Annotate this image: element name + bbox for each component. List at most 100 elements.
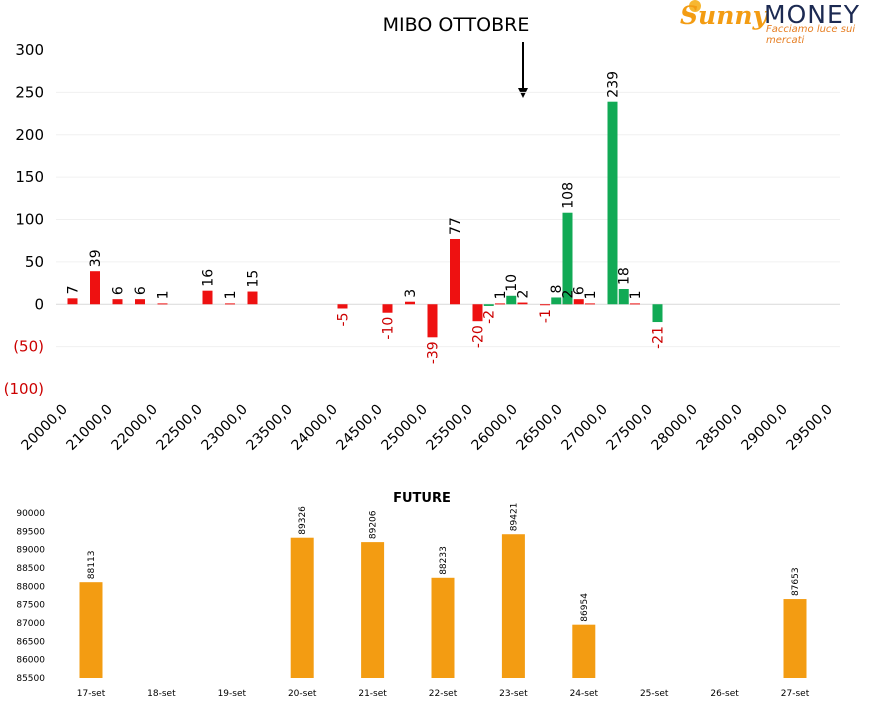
bar bbox=[382, 304, 393, 313]
data-label: 1 bbox=[628, 290, 644, 299]
x-tick-label: 23-set bbox=[499, 689, 528, 699]
y-tick-label: 87000 bbox=[16, 619, 45, 629]
data-label: 10 bbox=[504, 274, 520, 292]
data-label: 8 bbox=[549, 285, 565, 294]
logo-word-sunny: Sunny bbox=[680, 1, 768, 30]
bar bbox=[618, 288, 629, 305]
x-tick-label: 25000,0 bbox=[379, 402, 431, 454]
bar bbox=[472, 304, 483, 322]
x-tick-label: 22000,0 bbox=[109, 402, 161, 454]
x-tick-label: 27-set bbox=[781, 689, 810, 699]
data-label: 89421 bbox=[509, 503, 519, 532]
x-tick-label: 18-set bbox=[147, 689, 176, 699]
x-tick-label: 27000,0 bbox=[559, 402, 611, 454]
bar bbox=[573, 299, 584, 305]
data-label: 88113 bbox=[87, 551, 97, 580]
sunny-money-logo: Sunny MONEY Facciamo luce sui mercati bbox=[680, 0, 880, 46]
bar bbox=[495, 303, 505, 305]
chart-title: FUTURE bbox=[393, 491, 451, 506]
data-label: 2 bbox=[516, 290, 532, 299]
data-label: -1 bbox=[538, 309, 554, 323]
data-label: 16 bbox=[201, 269, 217, 287]
data-label: 2 bbox=[561, 290, 577, 299]
bar bbox=[585, 303, 595, 305]
data-label: 88233 bbox=[439, 546, 449, 575]
bar bbox=[501, 534, 525, 678]
y-tick-label: 86500 bbox=[16, 637, 45, 647]
x-tick-label: 26500,0 bbox=[514, 402, 566, 454]
x-tick-label: 25500,0 bbox=[424, 402, 476, 454]
x-tick-label: 21000,0 bbox=[64, 402, 116, 454]
bar bbox=[67, 298, 78, 305]
bar bbox=[290, 537, 314, 678]
x-tick-label: 24000,0 bbox=[289, 402, 341, 454]
data-label: 6 bbox=[572, 286, 588, 295]
data-label: -2 bbox=[482, 310, 498, 324]
x-tick-label: 29000,0 bbox=[739, 402, 791, 454]
x-tick-label: 19-set bbox=[218, 689, 247, 699]
bar bbox=[427, 304, 438, 338]
data-label: 86954 bbox=[580, 593, 590, 622]
bar bbox=[361, 542, 385, 678]
bar bbox=[79, 582, 103, 678]
data-label: -20 bbox=[471, 325, 487, 348]
x-tick-label: 26000,0 bbox=[469, 402, 521, 454]
bar bbox=[652, 304, 663, 323]
bar bbox=[405, 301, 415, 305]
data-label: 77 bbox=[448, 217, 464, 235]
x-tick-label: 28500,0 bbox=[694, 402, 746, 454]
sun-icon bbox=[689, 0, 701, 12]
data-label: 6 bbox=[111, 286, 127, 295]
x-tick-label: 22500,0 bbox=[154, 402, 206, 454]
data-label: 89326 bbox=[298, 506, 308, 535]
bar bbox=[540, 304, 550, 306]
data-label: 39 bbox=[88, 249, 104, 267]
bar bbox=[225, 303, 235, 305]
data-label: 1 bbox=[493, 290, 509, 299]
bar bbox=[247, 291, 258, 305]
data-label: -21 bbox=[651, 326, 667, 349]
y-tick-label: (50) bbox=[13, 338, 44, 356]
x-tick-label: 26-set bbox=[710, 689, 739, 699]
y-tick-label: 200 bbox=[15, 126, 44, 144]
bar bbox=[630, 303, 640, 305]
y-tick-label: 0 bbox=[34, 295, 44, 313]
x-tick-label: 27500,0 bbox=[604, 402, 656, 454]
data-label: 3 bbox=[403, 289, 419, 298]
data-label: 1 bbox=[223, 290, 239, 299]
x-tick-label: 23000,0 bbox=[199, 402, 251, 454]
bar bbox=[112, 299, 123, 305]
x-tick-label: 25-set bbox=[640, 689, 669, 699]
data-label: 239 bbox=[606, 71, 622, 98]
bar bbox=[135, 299, 145, 305]
bar bbox=[202, 290, 213, 305]
x-tick-label: 28000,0 bbox=[649, 402, 701, 454]
y-tick-label: 300 bbox=[15, 41, 44, 59]
bar bbox=[551, 297, 562, 305]
x-tick-label: 23500,0 bbox=[244, 402, 296, 454]
bar bbox=[517, 302, 528, 305]
future-chart: FUTURE 90000 89500 89000 88500 88000 87500 870… bbox=[16, 491, 810, 699]
y-tick-label: 90000 bbox=[16, 509, 45, 519]
x-tick-label: 29500,0 bbox=[784, 402, 836, 454]
y-tick-label: 100 bbox=[15, 211, 44, 229]
data-label: 7 bbox=[66, 285, 82, 294]
data-label: 87653 bbox=[791, 567, 801, 596]
data-label: -39 bbox=[426, 341, 442, 364]
y-tick-label: 85500 bbox=[16, 674, 45, 684]
bar bbox=[450, 238, 460, 305]
x-tick-label: 24500,0 bbox=[334, 402, 386, 454]
logo-tagline: Facciamo luce sui mercati bbox=[766, 24, 856, 46]
bar bbox=[607, 101, 618, 305]
y-tick-label: 50 bbox=[25, 253, 44, 271]
data-label: 1 bbox=[156, 290, 172, 299]
x-tick-label: 20000,0 bbox=[19, 402, 71, 454]
bar bbox=[157, 303, 168, 305]
data-label: -5 bbox=[336, 312, 352, 326]
data-label: 6 bbox=[133, 286, 149, 295]
data-label: 1 bbox=[583, 290, 599, 299]
bar bbox=[783, 599, 807, 678]
bar bbox=[337, 304, 348, 309]
y-tick-label: (100) bbox=[4, 380, 44, 398]
bar bbox=[572, 624, 596, 678]
